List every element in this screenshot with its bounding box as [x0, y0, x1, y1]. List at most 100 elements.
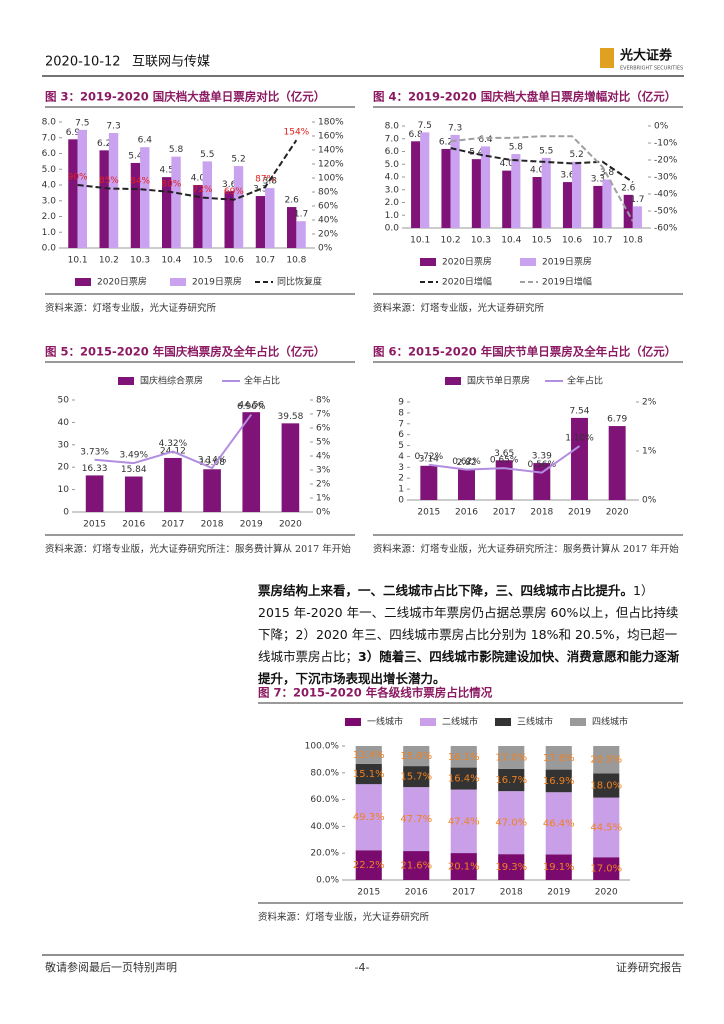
legend-swatch	[570, 718, 586, 726]
legend-label: 同比恢复度	[277, 276, 322, 288]
y2-tick-label: 7%	[316, 410, 331, 420]
y-tick-label: 40.0%	[310, 822, 339, 832]
bar-label: 5.8	[509, 143, 524, 153]
legend-label: 国庆节单日票房	[467, 375, 530, 387]
x-tick-label: 2017	[161, 520, 184, 530]
y-tick-label: 7.0	[385, 134, 400, 144]
y2-tick-label: 160%	[318, 132, 344, 142]
bar	[202, 161, 212, 248]
bar-label: 3.8	[600, 168, 615, 178]
x-tick-label: 10.5	[532, 236, 552, 246]
bar-label: 15.7%	[400, 772, 432, 783]
x-tick-label: 10.4	[501, 236, 521, 246]
bar-label: 16.33	[82, 464, 108, 474]
y2-tick-label: 60%	[318, 202, 338, 212]
y-tick-label: 0.0	[42, 244, 57, 254]
y2-tick-label: 8%	[316, 396, 331, 406]
bar-label: 7.5	[418, 121, 432, 131]
line-label: 3.49%	[119, 451, 148, 461]
legend-label: 全年占比	[567, 375, 603, 387]
bar	[502, 170, 512, 228]
line-label: 69%	[224, 187, 244, 197]
x-tick-label: 2016	[455, 508, 478, 518]
bar-label: 49.3%	[353, 812, 385, 823]
bar-label: 19.1%	[543, 862, 575, 873]
legend-label: 2019日票房	[542, 256, 592, 268]
x-tick-label: 10.8	[623, 236, 643, 246]
stacked-bar	[355, 784, 382, 851]
bar-label: 5.4	[469, 148, 484, 158]
bar-label: 16.4%	[448, 774, 480, 785]
y2-tick-label: -10%	[654, 139, 678, 149]
bar-label: 4.0	[530, 166, 545, 176]
y-tick-label: 1	[398, 485, 404, 495]
y-tick-label: 3.0	[385, 185, 400, 195]
y-tick-label: 60.0%	[310, 795, 339, 805]
bar-label: 2.82	[456, 458, 476, 468]
x-tick-label: 2015	[83, 520, 106, 530]
y-tick-label: 3.0	[42, 196, 57, 206]
stacked-bar	[403, 746, 430, 767]
bar-label: 3.6	[560, 171, 575, 181]
bar-label: 46.4%	[543, 818, 575, 829]
logo-text: 光大证券	[619, 48, 673, 64]
stacked-bar	[450, 746, 477, 768]
y-tick-label: 100.0%	[305, 742, 340, 752]
y2-tick-label: 80%	[318, 188, 338, 198]
y-tick-label: 6.0	[385, 147, 400, 157]
bar	[532, 177, 542, 228]
bar-label: 4.0	[500, 159, 515, 169]
bar-label: 5.8	[169, 145, 184, 155]
bar-label: 3.3	[591, 174, 605, 184]
line-label: 0.65%	[490, 456, 519, 466]
bar-label: 4.0	[191, 174, 206, 184]
y2-tick-label: 5%	[316, 438, 331, 448]
y-tick-label: 1.0	[42, 228, 57, 238]
bar	[108, 133, 119, 248]
y-tick-label: 6	[398, 430, 404, 440]
bar-label: 7.54	[569, 406, 589, 416]
legend-label: 2020日票房	[97, 276, 147, 288]
bar-label: 15.1%	[353, 769, 385, 780]
legend-label: 一线城市	[367, 716, 403, 728]
y2-tick-label: 0%	[316, 508, 331, 518]
figure-source: 资料来源：灯塔专业版，光大证券研究所	[373, 303, 545, 314]
bar	[441, 148, 451, 228]
line-label: 1.10%	[565, 434, 594, 444]
bar-label: 20.5%	[590, 755, 622, 766]
y-tick-label: 4	[398, 452, 404, 462]
footer-left: 敬请参阅最后一页特别声明	[45, 960, 177, 974]
bar-label: 3.14	[419, 454, 439, 464]
bar	[287, 207, 297, 248]
x-tick-label: 2019	[240, 520, 263, 530]
x-tick-label: 10.3	[130, 256, 150, 266]
y-tick-label: 30	[58, 440, 70, 450]
y-tick-label: 7.0	[42, 133, 57, 143]
line-label: 72%	[193, 185, 213, 195]
figure-source: 资料来源：灯塔专业版，光大证券研究所	[45, 303, 217, 314]
x-tick-label: 10.3	[471, 236, 491, 246]
line-label: 87%	[255, 175, 275, 185]
stacked-bar	[593, 746, 620, 774]
y2-tick-label: 20%	[318, 230, 338, 240]
y-tick-label: 50	[58, 396, 70, 406]
stacked-bar	[593, 797, 620, 858]
x-tick-label: 10.7	[592, 236, 612, 246]
legend-swatch	[170, 278, 186, 286]
bar-label: 5.2	[569, 150, 583, 160]
stacked-bar	[355, 850, 382, 880]
y2-tick-label: -30%	[654, 173, 678, 183]
figure-title: 图 3：2019-2020 国庆档大盘单日票房对比（亿元）	[45, 90, 325, 104]
line-label: 0.72%	[415, 452, 444, 462]
bar-label: 5.5	[200, 150, 214, 160]
y-tick-label: 40	[58, 418, 70, 428]
bar	[85, 475, 104, 512]
bar	[124, 476, 143, 512]
bar-label: 17.0%	[495, 752, 527, 763]
bar	[562, 182, 573, 228]
bar-label: 2.6	[285, 196, 300, 206]
y-tick-label: 4.0	[42, 181, 57, 191]
y-tick-label: 8	[398, 408, 404, 418]
x-tick-label: 10.1	[410, 236, 430, 246]
